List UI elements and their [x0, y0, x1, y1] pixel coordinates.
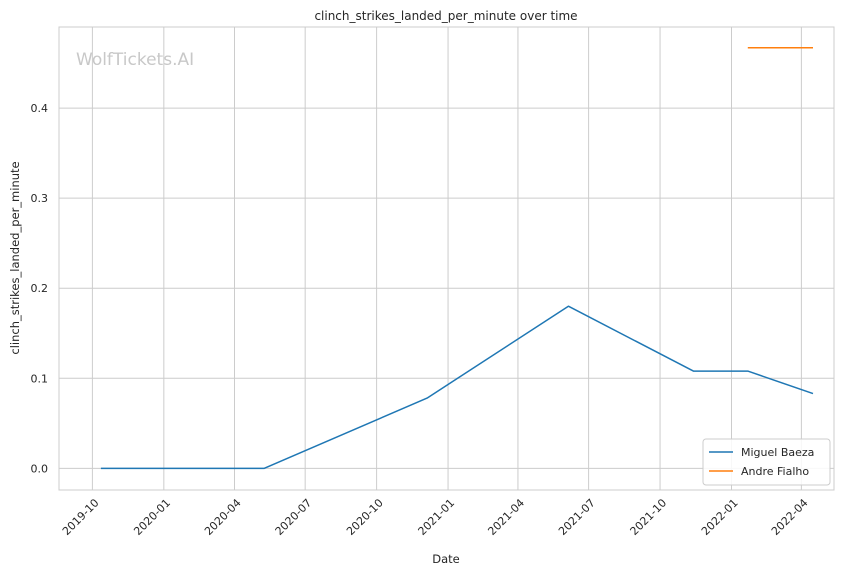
x-tick-label: 2020-10 [344, 496, 386, 538]
x-tick-label: 2020-01 [131, 496, 173, 538]
y-tick-label: 0.4 [31, 102, 49, 115]
x-tick-label: 2020-07 [273, 496, 315, 538]
x-tick-label: 2019-10 [60, 496, 102, 538]
tick-labels: 2019-10 2020-01 2020-04 2020-07 2020-10 2021-… [31, 102, 811, 538]
grid [59, 27, 834, 490]
watermark-text: WolfTickets.AI [76, 50, 194, 70]
x-tick-label: 2021-10 [628, 496, 670, 538]
legend-box [702, 438, 831, 486]
x-tick-label: 2020-04 [202, 496, 244, 538]
x-tick-label: 2021-04 [485, 496, 527, 538]
x-axis-label: Date [432, 552, 460, 566]
series-line-miguel-baeza [100, 305, 814, 470]
x-tick-label: 2022-04 [769, 496, 811, 538]
plot-frame [58, 26, 835, 491]
x-tick-label: 2022-01 [699, 496, 741, 538]
y-tick-label: 0.1 [31, 372, 49, 385]
y-tick-label: 0.0 [31, 462, 49, 475]
y-tick-label: 0.2 [31, 282, 49, 295]
legend-label-miguel-baeza: Miguel Baeza [741, 446, 814, 459]
chart-title: clinch_strikes_landed_per_minute over ti… [314, 9, 577, 23]
series-layer [100, 46, 814, 470]
y-axis-label: clinch_strikes_landed_per_minute [8, 161, 22, 354]
x-tick-label: 2021-01 [416, 496, 458, 538]
y-tick-label: 0.3 [31, 192, 49, 205]
x-tick-label: 2021-07 [556, 496, 598, 538]
legend: Miguel Baeza Andre Fialho [702, 438, 831, 486]
legend-label-andre-fialho: Andre Fialho [741, 465, 809, 478]
